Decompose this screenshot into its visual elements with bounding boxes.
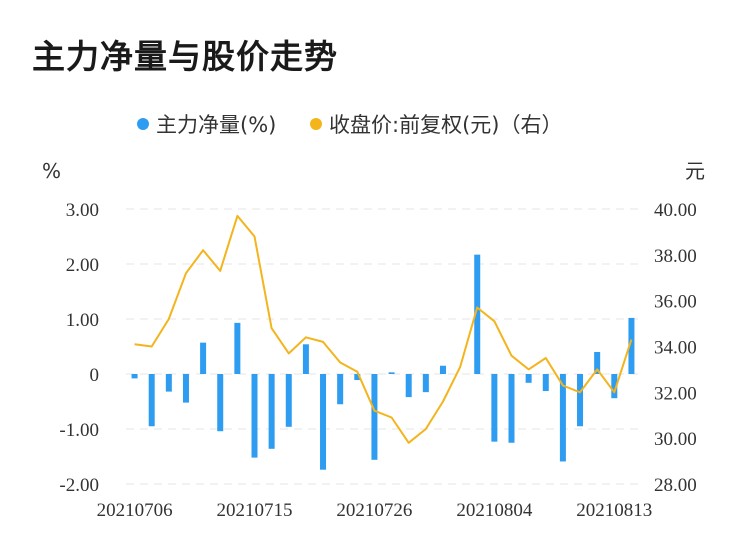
left-axis-unit: % xyxy=(42,159,61,183)
left-tick-label: 2.00 xyxy=(66,255,99,276)
right-axis-unit: 元 xyxy=(685,159,705,183)
right-tick-label: 38.00 xyxy=(654,246,697,267)
net-flow-bar xyxy=(474,254,481,374)
page-title: 主力净量与股价走势 xyxy=(32,37,338,76)
net-flow-bar xyxy=(559,374,566,462)
right-tick-label: 30.00 xyxy=(654,429,697,450)
legend-dot-net-flow xyxy=(137,118,149,130)
net-flow-bar xyxy=(165,374,172,392)
net-flow-bar xyxy=(371,374,378,460)
legend-dot-close-price xyxy=(310,118,322,130)
right-tick-label: 36.00 xyxy=(654,292,697,313)
net-flow-bar xyxy=(251,374,258,458)
x-tick-label: 20210726 xyxy=(336,500,412,521)
net-flow-bar xyxy=(148,374,155,427)
net-flow-bar xyxy=(405,374,412,398)
x-axis-ticks: 20210706 20210715 20210726 20210804 20210813 xyxy=(97,500,653,521)
net-flow-bar xyxy=(268,374,275,449)
left-tick-label: 0 xyxy=(90,365,100,386)
net-flow-bar xyxy=(611,374,618,399)
net-flow-bar xyxy=(285,374,292,427)
right-tick-label: 40.00 xyxy=(654,200,697,221)
left-tick-label: -2.00 xyxy=(59,475,99,496)
net-flow-bar xyxy=(388,372,395,374)
net-flow-bar xyxy=(302,344,309,374)
net-flow-bar xyxy=(542,374,549,392)
net-flow-bars xyxy=(131,254,635,470)
x-tick-label: 20210715 xyxy=(217,500,293,521)
legend-label-close-price: 收盘价:前复权(元)（右） xyxy=(329,113,562,137)
net-flow-bar xyxy=(337,374,344,405)
right-tick-label: 34.00 xyxy=(654,338,697,359)
left-axis-ticks: 3.00 2.00 1.00 0 -1.00 -2.00 xyxy=(59,200,99,496)
legend-label-net-flow: 主力净量(%) xyxy=(156,113,276,137)
left-tick-label: 3.00 xyxy=(66,200,99,221)
net-flow-bar xyxy=(182,374,189,403)
net-flow-bar xyxy=(131,374,138,379)
x-tick-label: 20210813 xyxy=(576,500,652,521)
right-tick-label: 32.00 xyxy=(654,383,697,404)
net-flow-bar xyxy=(628,317,635,374)
net-flow-bar xyxy=(354,374,361,381)
x-tick-label: 20210706 xyxy=(97,500,173,521)
right-tick-label: 28.00 xyxy=(654,475,697,496)
net-flow-bar xyxy=(234,322,241,374)
grid-layer xyxy=(126,208,640,485)
left-tick-label: 1.00 xyxy=(66,310,99,331)
net-flow-bar xyxy=(577,374,584,427)
close-price-line-layer xyxy=(134,214,633,444)
net-flow-bar xyxy=(508,374,515,443)
net-flow-bar xyxy=(320,374,327,470)
net-flow-bar xyxy=(217,374,224,432)
net-flow-bar xyxy=(439,365,446,374)
net-flow-bar xyxy=(422,374,429,393)
net-flow-bar xyxy=(491,374,498,442)
legend: 主力净量(%) 收盘价:前复权(元)（右） xyxy=(137,113,562,137)
net-flow-bar xyxy=(594,352,601,374)
x-tick-label: 20210804 xyxy=(456,500,533,521)
close-price-line xyxy=(134,214,633,444)
net-flow-bar xyxy=(200,342,207,374)
left-tick-label: -1.00 xyxy=(59,420,99,441)
right-axis-ticks: 40.00 38.00 36.00 34.00 32.00 30.00 28.00 xyxy=(654,200,697,496)
net-flow-bar xyxy=(525,374,532,383)
